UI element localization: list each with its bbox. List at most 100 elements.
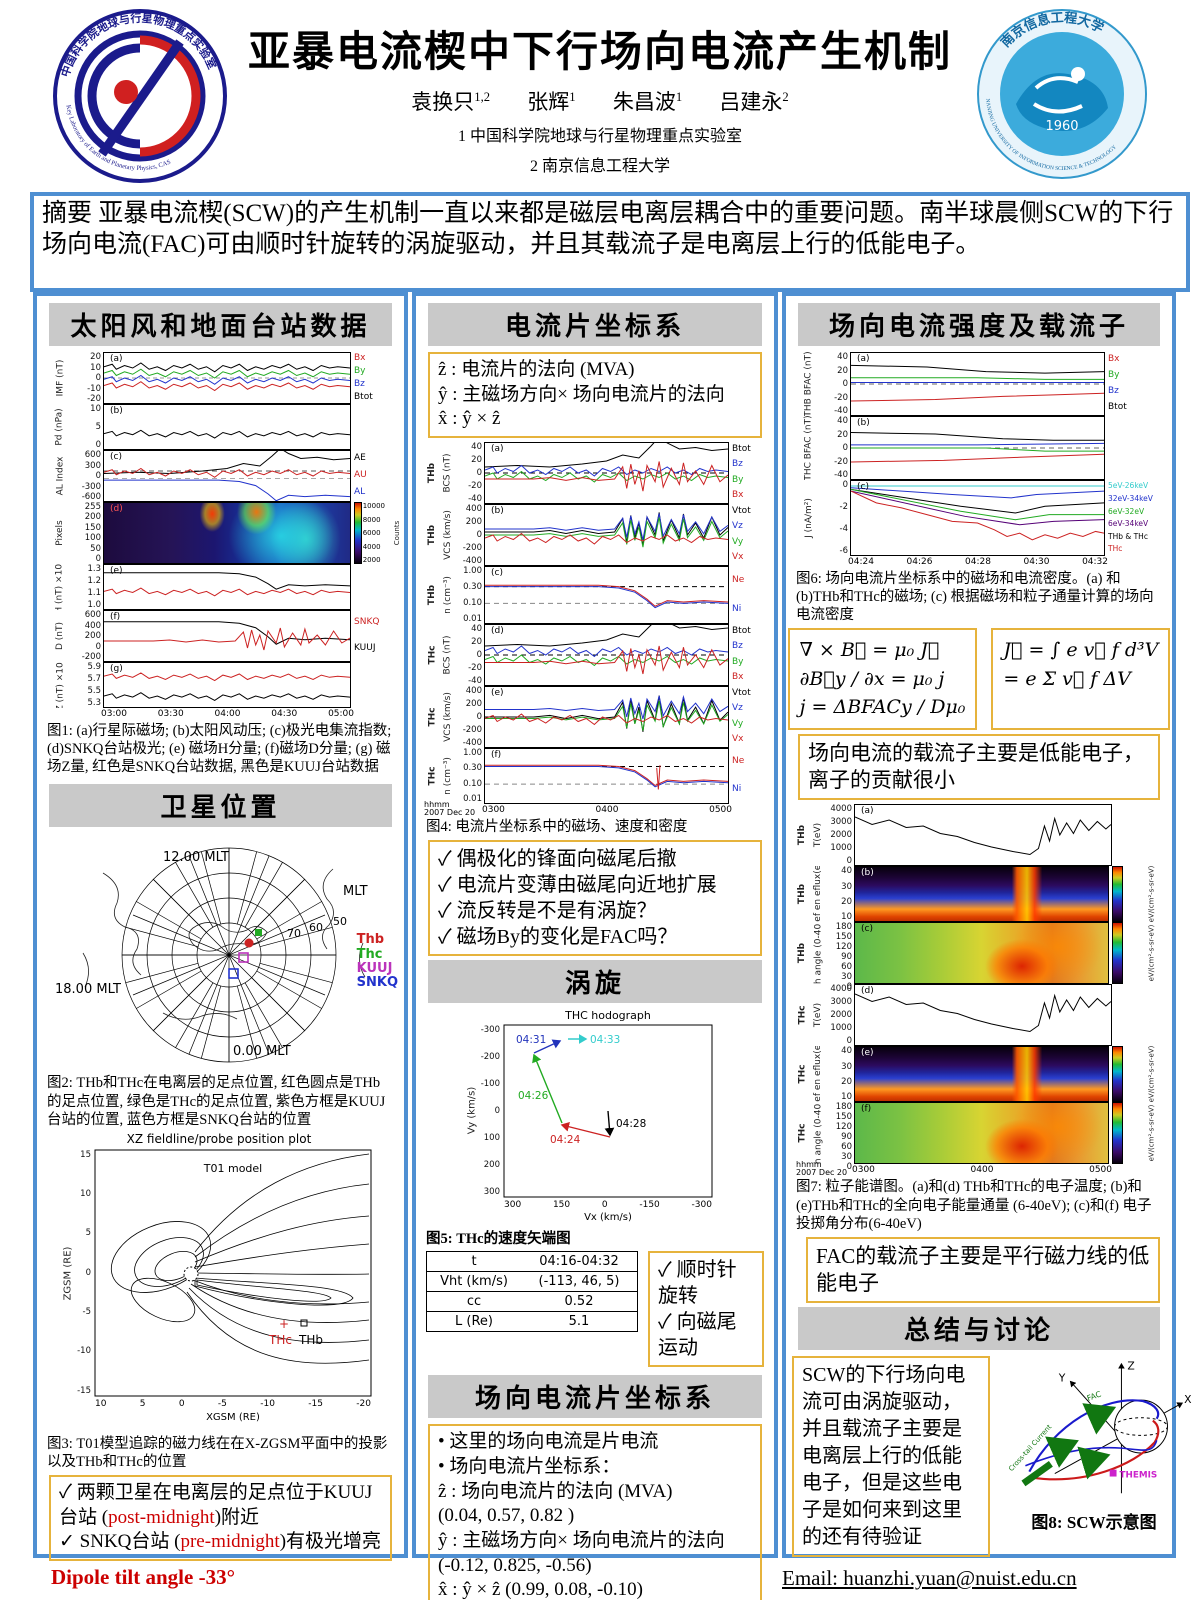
author: 袁换只1,2 — [411, 90, 491, 114]
y-axis-label: n (cm⁻³) — [443, 757, 454, 795]
legend-item: Vz — [732, 703, 743, 714]
table-key: cc — [466, 1294, 482, 1310]
pitch-angle-spectrogram: (c) — [854, 922, 1109, 985]
legend-item: Bx — [732, 672, 744, 683]
panel-tag: (c) — [491, 568, 503, 579]
panel-tag: (g) — [110, 664, 123, 674]
section-title-fac-cs: 场向电流片坐标系 — [428, 1375, 762, 1419]
tick-label: 5.9 — [87, 662, 101, 672]
tick-label: 04:00 — [214, 709, 241, 719]
text-line: ✓ 磁场By的变化是FAC吗？ — [438, 926, 678, 949]
time-label-0431: 04:31 — [516, 1034, 546, 1046]
y-axis-label: Pd (nPa) — [55, 408, 66, 446]
tick-label: 04:30 — [1023, 557, 1050, 567]
plot-area: (a) — [484, 442, 729, 505]
tick-label: 2000 — [830, 1010, 852, 1021]
panel-tag: (f) — [491, 750, 502, 761]
tick-label: 4000 — [362, 542, 381, 551]
tick-label: 0.10 — [463, 778, 482, 789]
tick-label: 30 — [841, 1061, 852, 1072]
figure-8-caption: 图8: SCW示意图 — [1031, 1513, 1157, 1533]
tick-label: 1.0 — [87, 600, 101, 610]
y-axis-label: Z (nT) ×10⁴ — [55, 662, 65, 708]
tick-label: 20 — [841, 1077, 852, 1088]
tick-label: 0 — [95, 641, 101, 652]
colorbar-label: Counts — [393, 520, 402, 546]
fig3-thb-label: THb — [298, 1333, 323, 1347]
plot-area: (b) — [484, 504, 729, 567]
tick-label: 300 — [483, 1187, 500, 1198]
legend: AE AU AL — [351, 450, 396, 502]
tick-label: 400 — [84, 620, 101, 631]
tick-label: -2 — [839, 502, 848, 512]
text-line: ŷ : 主磁场方向× 场向电流片的法向 — [438, 1530, 725, 1552]
summary-box: SCW的下行场向电流可由涡旋驱动，并且载流子主要是电离层上行的低能电子，但是这些… — [792, 1356, 990, 1558]
text-line: ẑ : 电流片的法向 (MVA) — [438, 359, 635, 380]
figure-7: THb T(eV) 4000 3000 2000 1000 0 (a) THb peef… — [794, 804, 1164, 1177]
tick-label: 20 — [837, 365, 848, 376]
fig3-y-ticks: 15 10 5 0 -5 -10 -15 — [69, 1150, 93, 1396]
tick-label: 2000 — [830, 830, 852, 841]
plot-area: (c) — [103, 450, 351, 502]
section-title-cs: 电流片坐标系 — [428, 303, 762, 346]
tick-label: 20 — [837, 429, 848, 440]
plot-area: (a) — [854, 804, 1112, 867]
legend-item: Vz — [732, 521, 743, 532]
table-row: cc 0.52 — [427, 1292, 637, 1313]
y-axis-ticks: 1.3 1.2 1.1 1.0 — [75, 564, 103, 610]
tick-label: -10 — [77, 1346, 91, 1357]
tick-label: 5 — [85, 1228, 91, 1239]
coastlines — [82, 869, 366, 1021]
tick-label: 0.30 — [463, 582, 482, 593]
affiliation-1: 1 中国科学院地球与行星物理重点实验室 — [457, 128, 742, 145]
legend: Ne Ni — [729, 566, 766, 624]
tick-label: 15 — [80, 1149, 91, 1160]
spacecraft-label: THc — [797, 1064, 808, 1084]
fig3-x-ticks: 10 5 0 -5 -10 -15 -20 — [95, 1398, 371, 1409]
tick-label: 5 — [139, 1398, 146, 1409]
y-axis-ticks: 255 200 150 100 50 0 — [75, 502, 103, 564]
nuist-logo: 1960 南京信息工程大学 NANJING UNIVERSITY OF INFO… — [977, 9, 1147, 179]
table-value: 5.1 — [568, 1314, 590, 1330]
legend-item: Vy — [732, 718, 744, 729]
colorbar-gradient — [1112, 1102, 1123, 1165]
left-findings-box: ✓ 两颗卫星在电离层的足点位于KUUJ台站 (post-midnight)附近 … — [49, 1475, 392, 1562]
tick-label: 0 — [842, 480, 848, 490]
tick-label: 120 — [835, 1122, 852, 1133]
tick-label: 200 — [84, 631, 101, 641]
panel-tag: (d) — [110, 504, 123, 514]
tick-label: 05:00 — [328, 709, 354, 719]
tick-label: 0.30 — [463, 763, 482, 774]
tick-label: 0 — [846, 856, 852, 867]
fig5-x-label: Vx (km/s) — [584, 1212, 632, 1224]
z-axis-label: Z — [1127, 1360, 1134, 1373]
energy-flux-spectrogram: (e) — [854, 1046, 1109, 1103]
tick-label: 04:26 — [906, 557, 933, 567]
legend-item: AU — [354, 470, 367, 481]
tick-label: 20 — [471, 455, 482, 466]
text-line: (0.04, 0.57, 0.82 ) — [438, 1505, 575, 1527]
spacecraft-label: THb — [427, 585, 437, 606]
y-axis-label: VCS (km/s) — [443, 692, 453, 742]
plot-area: (e) — [484, 686, 729, 749]
colorbar-gradient — [1112, 866, 1123, 923]
legend-item: By — [1108, 370, 1120, 381]
y-axis-label: T(eV) — [813, 823, 823, 848]
spacecraft-label: THb — [797, 943, 807, 964]
plot-area: (d) — [484, 624, 729, 687]
x-axis-ticks: 03:00 03:30 04:00 04:30 05:00 — [101, 708, 354, 719]
spacecraft-label: THc — [797, 1005, 808, 1025]
tick-label: -20 — [834, 456, 848, 467]
tick-label: 0300 — [852, 1165, 875, 1176]
legend: Btot Bz By Bx — [729, 442, 766, 504]
figure-6-caption: 图6: 场向电流片坐标系中的磁场和电流密度。(a) 和(b)THb和THc的磁场… — [796, 571, 1154, 624]
tick-label: 30 — [841, 1152, 852, 1163]
tick-label: 150 — [835, 1112, 852, 1123]
tick-label: 150 — [835, 932, 852, 943]
tick-label: 0 — [846, 1162, 852, 1173]
tick-label: -10 — [87, 383, 101, 394]
tick-label: 180 — [835, 1102, 852, 1113]
tick-label: 1.00 — [463, 748, 482, 759]
tick-label: 04:30 — [271, 709, 298, 719]
legend: Bx By Bz Btot — [351, 352, 396, 404]
